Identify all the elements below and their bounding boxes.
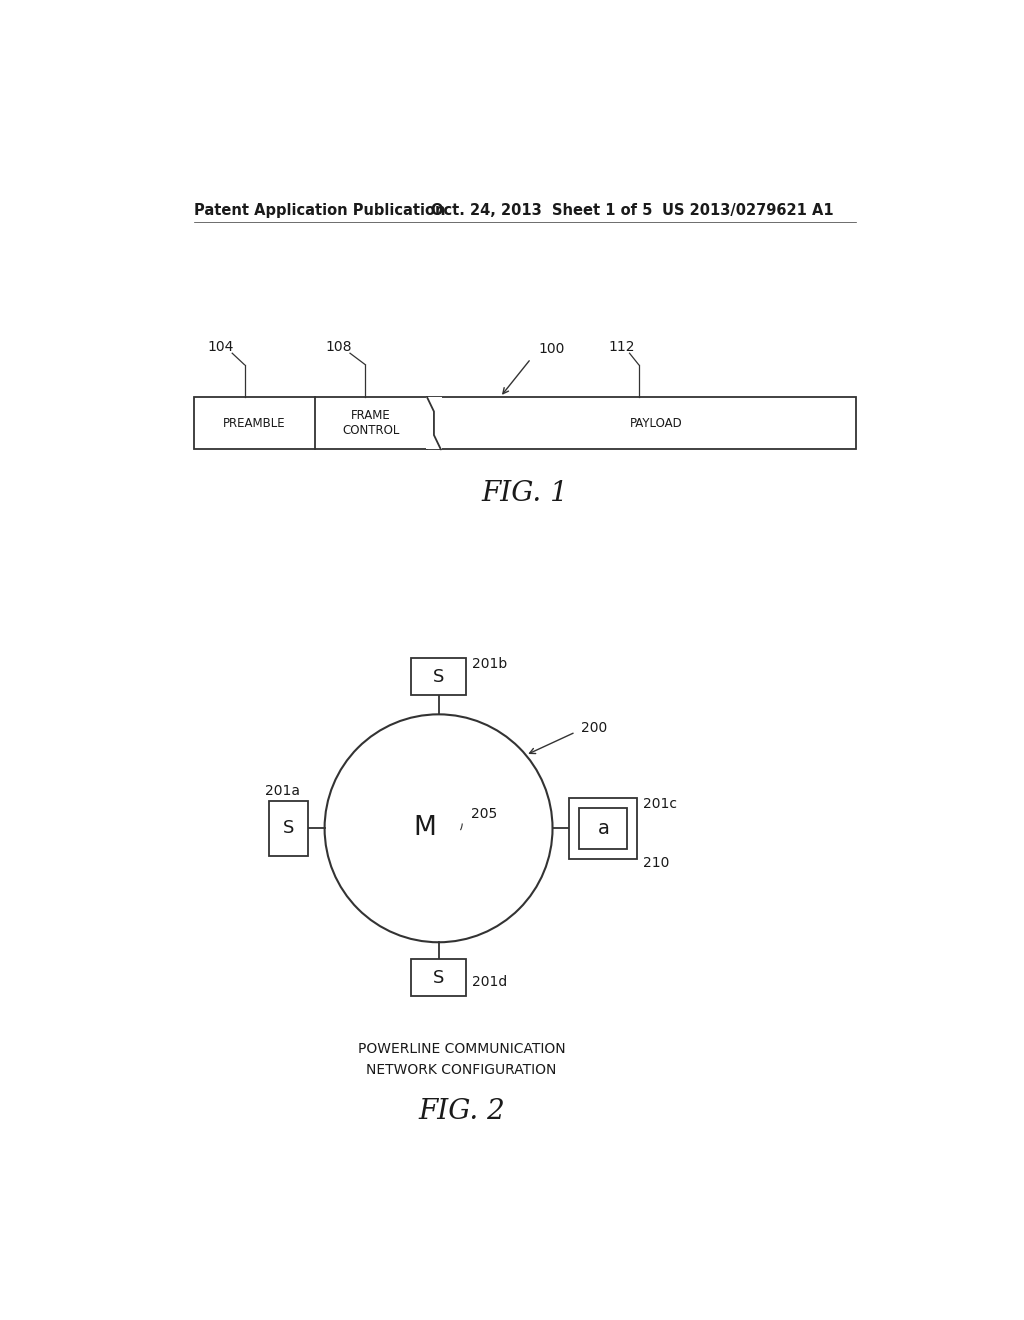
Text: 201c: 201c <box>643 797 678 810</box>
Text: FRAME
CONTROL: FRAME CONTROL <box>342 409 400 437</box>
Text: FIG. 1: FIG. 1 <box>481 480 568 507</box>
Bar <box>269 800 307 857</box>
Text: S: S <box>433 969 444 986</box>
Text: 201b: 201b <box>472 657 508 672</box>
Text: FIG. 2: FIG. 2 <box>418 1098 505 1125</box>
Bar <box>411 960 466 997</box>
Bar <box>426 397 441 449</box>
Text: 201d: 201d <box>472 974 508 989</box>
Text: S: S <box>283 820 294 837</box>
Text: POWERLINE COMMUNICATION
NETWORK CONFIGURATION: POWERLINE COMMUNICATION NETWORK CONFIGUR… <box>357 1043 565 1077</box>
Text: 200: 200 <box>581 721 607 735</box>
Text: a: a <box>597 818 609 838</box>
Text: 201a: 201a <box>265 784 300 799</box>
Bar <box>569 797 637 859</box>
Text: Oct. 24, 2013  Sheet 1 of 5: Oct. 24, 2013 Sheet 1 of 5 <box>431 203 652 218</box>
Text: US 2013/0279621 A1: US 2013/0279621 A1 <box>662 203 834 218</box>
Text: 205: 205 <box>471 808 497 821</box>
Text: 210: 210 <box>643 855 670 870</box>
Text: 104: 104 <box>208 341 233 354</box>
Text: Patent Application Publication: Patent Application Publication <box>194 203 445 218</box>
Bar <box>580 808 628 849</box>
Bar <box>194 397 856 449</box>
Text: S: S <box>433 668 444 685</box>
Text: 112: 112 <box>608 341 635 354</box>
Text: 100: 100 <box>539 342 565 356</box>
Text: 108: 108 <box>326 341 352 354</box>
Text: PAYLOAD: PAYLOAD <box>630 417 682 430</box>
Bar <box>411 659 466 696</box>
Text: PREAMBLE: PREAMBLE <box>223 417 286 430</box>
Text: M: M <box>414 816 436 841</box>
